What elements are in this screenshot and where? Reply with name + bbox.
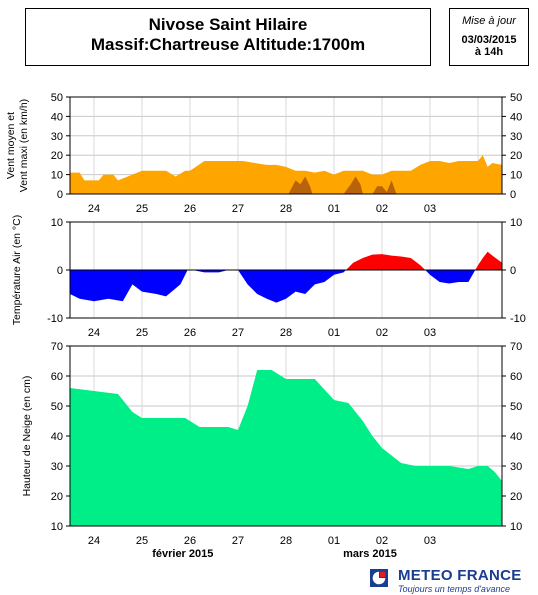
snow-ytick-label-right: 70 (510, 341, 522, 353)
wind-ytick-label-right: 20 (510, 150, 522, 162)
snow-xtick-label: 28 (280, 535, 292, 547)
snow-ytick-label-left: 40 (51, 431, 63, 443)
wind-ytick-label-left: 20 (51, 150, 63, 162)
temperature-ytick-label-left: -10 (47, 313, 63, 325)
meteo-france-logo: METEO FRANCE Toujours un temps d'avance (368, 567, 538, 594)
temperature-ytick-label-right: 10 (510, 217, 522, 229)
wind-ylabel: Vent maxi (en km/h) (18, 99, 30, 192)
temperature-positive-area (70, 251, 502, 270)
temperature-ylabel: Température Air (en °C) (11, 215, 23, 325)
wind-ytick-label-right: 30 (510, 131, 522, 143)
snow-ytick-label-right: 20 (510, 491, 522, 503)
temperature-negative-area (70, 270, 502, 303)
temperature-xtick-label: 26 (184, 327, 196, 339)
temperature-ytick-label-left: 10 (51, 217, 63, 229)
meteo-france-logo-icon (370, 569, 388, 587)
brand-name: METEO FRANCE (398, 567, 522, 584)
wind-xtick-label: 01 (328, 203, 340, 215)
wind-mean-area (70, 155, 502, 194)
month-label-march: mars 2015 (343, 548, 397, 560)
temperature-ytick-label-left: 0 (57, 265, 63, 277)
wind-ytick-label-left: 0 (57, 189, 63, 201)
snow-ytick-label-right: 40 (510, 431, 522, 443)
wind-xtick-label: 03 (424, 203, 436, 215)
snow-xtick-label: 26 (184, 535, 196, 547)
update-box: Mise à jour 03/03/2015 à 14h (449, 8, 529, 66)
month-label-february: février 2015 (152, 548, 213, 560)
wind-xtick-label: 02 (376, 203, 388, 215)
snow-ylabel: Hauteur de Neige (en cm) (21, 376, 33, 497)
update-time: à 14h (474, 46, 504, 58)
snow-ytick-label-left: 10 (51, 521, 63, 533)
wind-xtick-label: 28 (280, 203, 292, 215)
wind-ytick-label-left: 40 (51, 111, 63, 123)
snow-xtick-label: 01 (328, 535, 340, 547)
temperature-xtick-label: 27 (232, 327, 244, 339)
wind-xtick-label: 26 (184, 203, 196, 215)
snow-ytick-label-left: 70 (51, 341, 63, 353)
station-subtitle: Massif:Chartreuse Altitude:1700m (90, 35, 366, 54)
temperature-ytick-label-right: -10 (510, 313, 526, 325)
temperature-panel (66, 221, 506, 319)
wind-ytick-label-right: 0 (510, 189, 516, 201)
temperature-xtick-label: 03 (424, 327, 436, 339)
temperature-xtick-label: 25 (136, 327, 148, 339)
snow-panel (66, 345, 506, 527)
snow-xtick-label: 27 (232, 535, 244, 547)
wind-xtick-label: 24 (88, 203, 100, 215)
update-label: Mise à jour (462, 15, 516, 27)
snow-ytick-label-right: 10 (510, 521, 522, 533)
wind-ytick-label-left: 10 (51, 170, 63, 182)
wind-ytick-label-right: 40 (510, 111, 522, 123)
wind-max-area (288, 176, 397, 194)
snow-xtick-label: 03 (424, 535, 436, 547)
snow-xtick-label: 02 (376, 535, 388, 547)
update-date: 03/03/2015 (461, 34, 517, 46)
temperature-xtick-label: 01 (328, 327, 340, 339)
title-box: Nivose Saint Hilaire Massif:Chartreuse A… (25, 8, 431, 66)
wind-xtick-label: 25 (136, 203, 148, 215)
snow-ytick-label-left: 60 (51, 371, 63, 383)
snow-ytick-label-left: 30 (51, 461, 63, 473)
temperature-xtick-label: 02 (376, 327, 388, 339)
temperature-xtick-label: 24 (88, 327, 100, 339)
wind-panel (66, 96, 506, 195)
wind-frame (69, 96, 503, 195)
wind-xtick-label: 27 (232, 203, 244, 215)
wind-ytick-label-right: 10 (510, 170, 522, 182)
snow-depth-area (70, 370, 502, 526)
snow-ytick-label-left: 20 (51, 491, 63, 503)
snow-ytick-label-right: 60 (510, 371, 522, 383)
wind-ytick-label-right: 50 (510, 92, 522, 104)
wind-ylabel: Vent moyen et (5, 112, 17, 179)
temperature-ytick-label-right: 0 (510, 265, 516, 277)
snow-ytick-label-right: 50 (510, 401, 522, 413)
temperature-xtick-label: 28 (280, 327, 292, 339)
wind-ytick-label-left: 50 (51, 92, 63, 104)
station-title: Nivose Saint Hilaire (148, 15, 308, 34)
brand-tagline: Toujours un temps d'avance (398, 584, 510, 594)
snow-ytick-label-right: 30 (510, 461, 522, 473)
wind-ytick-label-left: 30 (51, 131, 63, 143)
snow-ytick-label-left: 50 (51, 401, 63, 413)
snow-xtick-label: 24 (88, 535, 100, 547)
snow-xtick-label: 25 (136, 535, 148, 547)
